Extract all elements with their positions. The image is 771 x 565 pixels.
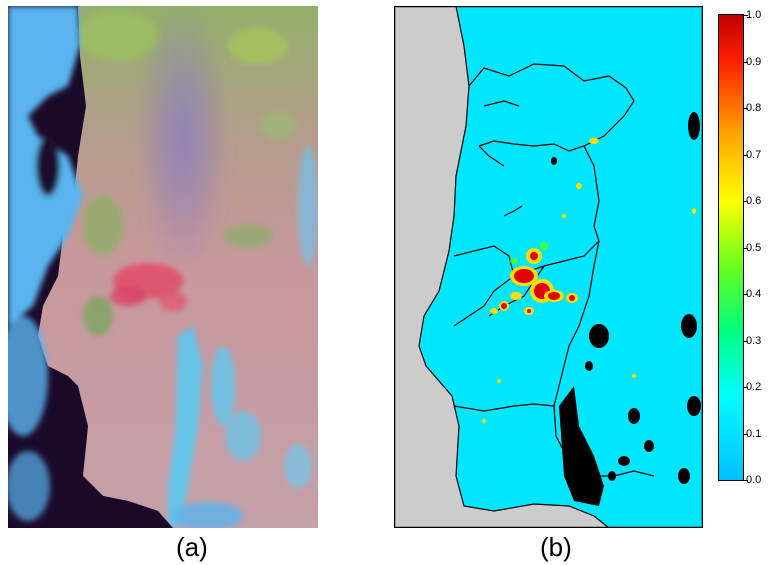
- colorbar-tick-label: 0.7: [746, 148, 762, 161]
- colorbar-tickmark: [744, 201, 748, 202]
- caption-b: (b): [540, 532, 572, 562]
- colorbar-tickmark: [744, 294, 748, 295]
- fire-probability-map: [393, 5, 704, 529]
- no-data-patches: [551, 112, 701, 506]
- smoke-plume: [138, 0, 228, 276]
- colorbar-tickmark: [744, 108, 748, 109]
- colorbar-tickmark: [744, 61, 748, 63]
- colorbar-tick-label: 0.1: [746, 427, 762, 440]
- colorbar-tick-label: 0.5: [746, 241, 762, 254]
- colorbar-tick-label: 0.2: [746, 381, 762, 393]
- colorbar-gradient: [719, 15, 743, 480]
- clouds-west: [0, 6, 83, 521]
- fire-hotspots: [482, 138, 696, 423]
- colorbar-tickmark: [744, 433, 748, 435]
- colorbar-tick-label: 0.8: [746, 102, 762, 114]
- colorbar-tickmark: [744, 154, 748, 156]
- colorbar-tickmark: [744, 247, 748, 249]
- fire-probability-map-panel: [393, 5, 704, 529]
- vegetation-patches: [78, 11, 296, 336]
- satellite-image: [0, 0, 318, 530]
- colorbar-tick-label: 0.4: [746, 288, 762, 300]
- map-frame: [393, 5, 704, 529]
- colorbar-tick-label: 0.6: [746, 195, 762, 207]
- land-area: [419, 6, 703, 528]
- clouds-south: [168, 146, 318, 528]
- colorbar-tick-label: 0.9: [746, 55, 762, 68]
- caption-a: (a): [176, 532, 208, 562]
- southern-ocean: [78, 476, 173, 528]
- satellite-image-panel: [0, 0, 318, 530]
- cloud-south-tip: [173, 502, 243, 530]
- colorbar-tick-label: 0.0: [746, 474, 762, 486]
- colorbar-tickmark: [744, 15, 748, 16]
- colorbar-tickmark: [744, 387, 748, 388]
- colorbar-tick-label: 0.3: [746, 334, 762, 347]
- colorbar-tickmark: [744, 340, 748, 342]
- colorbar-tickmark: [744, 480, 748, 481]
- colorbar-tick-label: 1.0: [746, 9, 762, 21]
- burn-scar: [110, 263, 187, 311]
- colorbar: [718, 14, 744, 481]
